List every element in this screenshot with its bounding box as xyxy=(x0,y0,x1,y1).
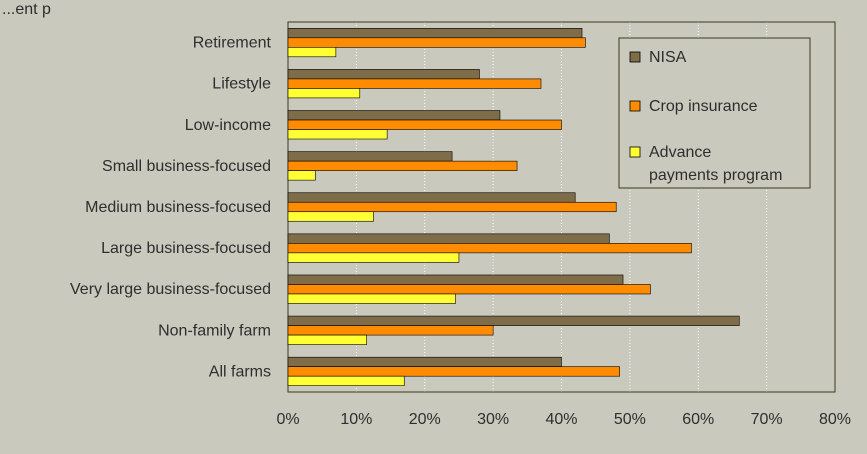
bar-crop-insurance xyxy=(287,325,494,336)
x-axis-tick-labels: 0% 10% 20% 30% 40% 50% 60% 70% 80% xyxy=(276,411,851,428)
bar-advance-payments-program xyxy=(287,170,316,181)
bar-crop-insurance xyxy=(287,366,620,377)
bar-crop-insurance xyxy=(287,119,562,130)
x-tick-label: 0% xyxy=(276,411,299,428)
bar-advance-payments-program xyxy=(287,129,388,140)
x-tick-label: 80% xyxy=(819,411,851,428)
bar-nisa xyxy=(287,192,576,203)
bar-nisa xyxy=(287,69,480,80)
bar-nisa xyxy=(287,315,740,326)
category-label: Medium business-focused xyxy=(85,199,271,216)
x-tick-label: 20% xyxy=(409,411,441,428)
x-tick-label: 40% xyxy=(545,411,577,428)
bar-advance-payments-program xyxy=(287,252,460,263)
bar-crop-insurance xyxy=(287,284,651,295)
bar-advance-payments-program xyxy=(287,375,405,386)
legend: NISA Crop insurance Advance payments progra… xyxy=(618,37,811,189)
category-label: Lifestyle xyxy=(212,76,271,93)
bar-advance-payments-program xyxy=(287,88,361,99)
bar-nisa xyxy=(287,28,583,39)
bars-group xyxy=(287,28,740,386)
bar-crop-insurance xyxy=(287,37,586,48)
x-tick-label: 10% xyxy=(340,411,372,428)
category-label: Retirement xyxy=(193,35,272,52)
x-tick-label: 60% xyxy=(682,411,714,428)
bar-nisa xyxy=(287,274,624,285)
category-label: Low-income xyxy=(185,117,271,134)
category-label: All farms xyxy=(209,363,271,380)
category-label: Large business-focused xyxy=(101,240,271,257)
bar-crop-insurance xyxy=(287,160,518,171)
bar-crop-insurance xyxy=(287,201,617,213)
legend-box xyxy=(618,37,811,189)
bar-nisa xyxy=(287,151,453,162)
legend-swatch xyxy=(629,100,641,112)
legend-label: Crop insurance xyxy=(649,98,758,115)
bar-advance-payments-program xyxy=(287,293,456,304)
bar-advance-payments-program xyxy=(287,47,337,58)
legend-swatch xyxy=(629,146,641,158)
category-labels: Retirement Lifestyle Low-income Small busin… xyxy=(70,35,272,381)
bar-crop-insurance xyxy=(287,243,692,254)
bar-crop-insurance xyxy=(287,78,542,89)
legend-label: Advance payments program xyxy=(649,144,782,184)
x-tick-label: 50% xyxy=(614,411,646,428)
bar-nisa xyxy=(287,233,610,244)
x-tick-label: 70% xyxy=(751,411,783,428)
bar-nisa xyxy=(287,110,501,121)
legend-swatch xyxy=(629,51,641,63)
x-tick-label: 30% xyxy=(477,411,509,428)
legend-label: NISA xyxy=(649,49,687,66)
bar-advance-payments-program xyxy=(287,211,374,222)
corner-text: ...ent p xyxy=(2,1,51,18)
category-label: Small business-focused xyxy=(102,158,271,175)
category-label: Very large business-focused xyxy=(70,281,271,298)
bar-nisa xyxy=(287,356,562,367)
bar-advance-payments-program xyxy=(287,334,367,345)
category-label: Non-family farm xyxy=(158,322,271,339)
